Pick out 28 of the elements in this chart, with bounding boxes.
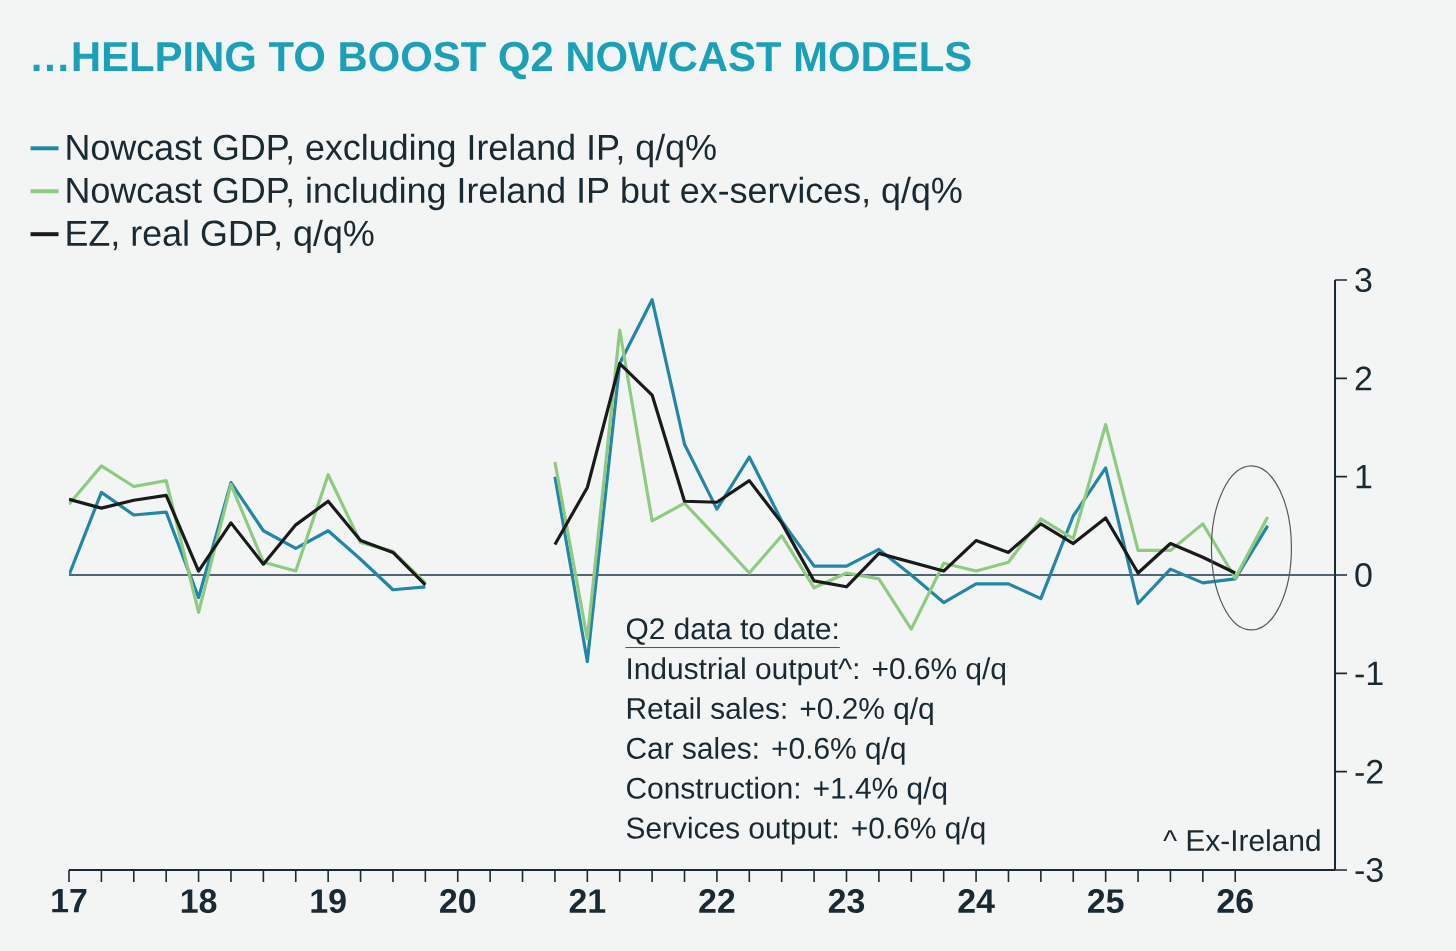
x-tick-label: 26 [1217, 889, 1253, 914]
x-tick-label: 18 [181, 889, 217, 914]
annotation: Retail sales: +0.2% q/q [627, 697, 933, 725]
x-tick-label: 22 [699, 889, 735, 913]
annotation: Car sales: +0.6% q/q [627, 737, 905, 765]
annotation: ^ Ex-Ireland [1163, 829, 1320, 852]
y-tick-label: -1 [1355, 661, 1383, 685]
annotation: Services output: +0.6% q/q [626, 816, 985, 845]
x-tick-label: 21 [569, 889, 606, 913]
annotation: Construction: +1.4% q/q [627, 776, 947, 805]
x-tick-label: 17 [52, 889, 87, 913]
x-tick-label: 24 [958, 889, 995, 913]
y-tick-label: 2 [1355, 366, 1372, 391]
y-tick-label: 0 [1355, 563, 1372, 588]
x-tick-label: 20 [440, 889, 476, 914]
annotation: Industrial output^: +0.6% q/q [628, 657, 1006, 686]
y-tick-label: 1 [1356, 465, 1372, 489]
y-tick-label: -3 [1355, 858, 1383, 882]
y-tick-label: 3 [1355, 268, 1372, 293]
annotation: Q2 data to date: [626, 617, 838, 645]
legend-label: Nowcast GDP, excluding Ireland IP, q/q% [67, 133, 716, 168]
x-tick-label: 23 [828, 889, 865, 914]
x-tick-label: 19 [311, 889, 346, 914]
y-tick-label: -2 [1355, 759, 1383, 784]
chart-title: …HELPING TO BOOST Q2 NOWCAST MODELS [33, 41, 971, 80]
legend-label: Nowcast GDP, including Ireland IP but ex-services, q/q% [67, 176, 962, 211]
legend-label: EZ, real GDP, q/q% [67, 219, 374, 254]
x-tick-label: 25 [1088, 889, 1124, 914]
